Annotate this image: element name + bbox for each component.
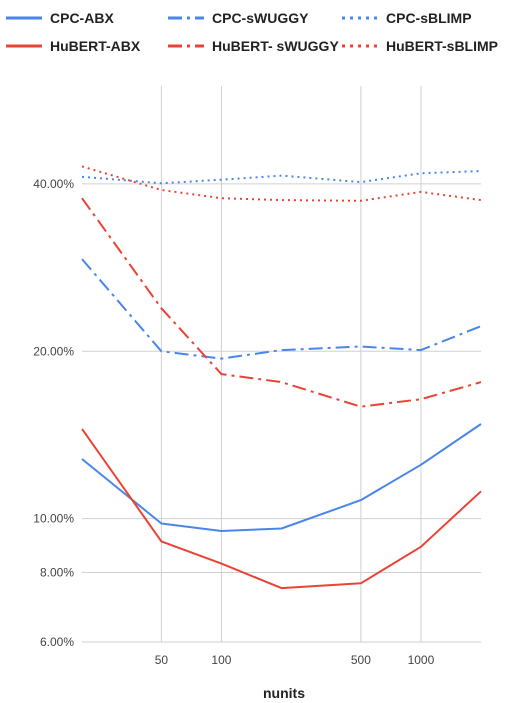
x-tick-label-3: 1000 bbox=[408, 653, 435, 667]
series-line-5 bbox=[81, 165, 482, 202]
legend-item-0: CPC-ABX bbox=[6, 10, 114, 26]
x-axis-title: nunits bbox=[263, 685, 305, 701]
x-tick-label-1: 100 bbox=[211, 653, 231, 667]
legend-item-4: HuBERT- sWUGGY bbox=[168, 38, 339, 54]
legend-item-1: CPC-sWUGGY bbox=[168, 10, 309, 26]
series-line-0 bbox=[81, 423, 482, 532]
legend-item-5: HuBERT-sBLIMP bbox=[342, 38, 498, 54]
legend-label-0: CPC-ABX bbox=[50, 10, 114, 26]
legend: CPC-ABX CPC-sWUGGY CPC-sBLIMP HuBERT-ABX HuB… bbox=[6, 10, 498, 54]
legend-label-5: HuBERT-sBLIMP bbox=[386, 38, 498, 54]
series-lines bbox=[81, 165, 482, 590]
x-tick-label-2: 500 bbox=[351, 653, 371, 667]
legend-item-3: HuBERT-ABX bbox=[6, 38, 141, 54]
y-tick-label-4: 40.00% bbox=[33, 177, 74, 191]
x-tick-label-0: 50 bbox=[155, 653, 169, 667]
legend-item-2: CPC-sBLIMP bbox=[342, 10, 472, 26]
y-axis-ticks: 6.00% 8.00% 10.00% 20.00% 40.00% bbox=[33, 177, 74, 649]
series-line-1 bbox=[81, 258, 482, 360]
legend-label-1: CPC-sWUGGY bbox=[212, 10, 309, 26]
y-tick-label-0: 6.00% bbox=[40, 635, 74, 649]
series-line-4 bbox=[81, 197, 482, 408]
legend-label-4: HuBERT- sWUGGY bbox=[212, 38, 339, 54]
x-axis-ticks: 50 100 500 1000 bbox=[155, 653, 435, 667]
gridlines bbox=[82, 86, 481, 643]
y-tick-label-2: 10.00% bbox=[33, 512, 74, 526]
y-tick-label-3: 20.00% bbox=[33, 344, 74, 358]
legend-label-3: HuBERT-ABX bbox=[50, 38, 141, 54]
series-line-3 bbox=[81, 428, 482, 590]
legend-label-2: CPC-sBLIMP bbox=[386, 10, 472, 26]
y-tick-label-1: 8.00% bbox=[40, 566, 74, 580]
series-line-2 bbox=[81, 170, 482, 185]
